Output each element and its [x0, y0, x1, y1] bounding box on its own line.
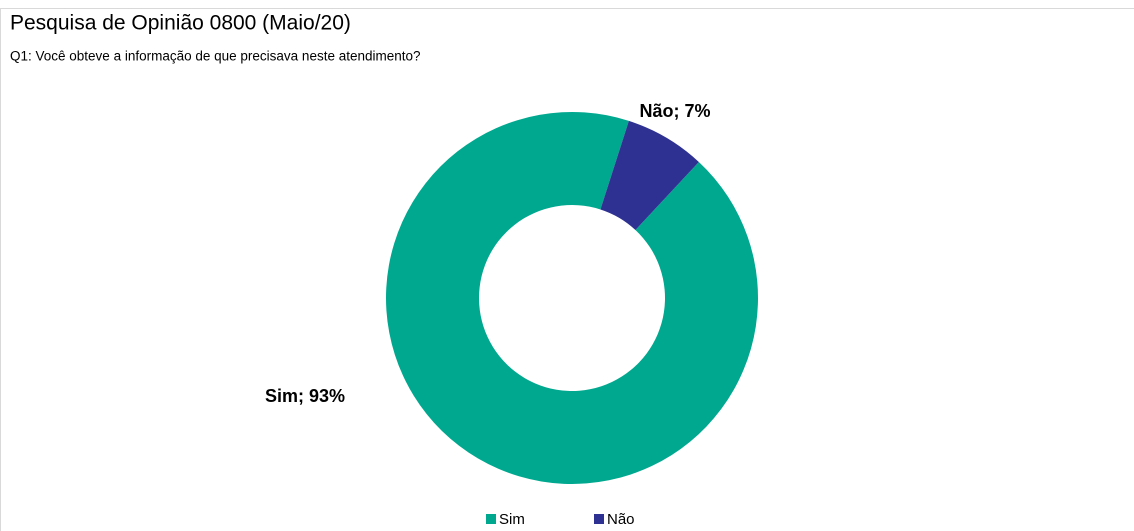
- chart-title: Pesquisa de Opinião 0800 (Maio/20): [10, 12, 351, 35]
- data-label: Não; 7%: [639, 101, 710, 121]
- legend-swatch: [486, 514, 496, 524]
- legend-label: Não: [607, 511, 635, 528]
- legend-swatch: [594, 514, 604, 524]
- legend-label: Sim: [499, 511, 525, 528]
- chart-subtitle: Q1: Você obteve a informação de que prec…: [10, 49, 421, 64]
- donut-segment: [385, 112, 758, 485]
- data-label: Sim; 93%: [265, 386, 345, 406]
- donut-segment: [600, 120, 699, 230]
